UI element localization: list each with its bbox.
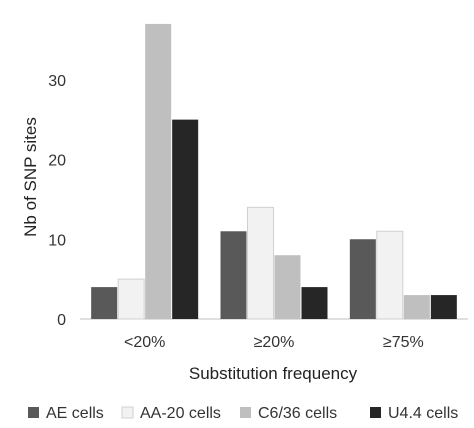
x-tick-label: ≥20% xyxy=(254,334,295,351)
y-axis: 0 10 20 30 xyxy=(48,73,66,329)
y-axis-title: Nb of SNP sites xyxy=(21,117,40,237)
y-tick-label: 0 xyxy=(57,312,66,329)
bar xyxy=(145,23,172,320)
x-axis-title: Substitution frequency xyxy=(189,364,358,383)
legend-label: U4.4 cells xyxy=(388,405,458,422)
bar xyxy=(403,295,430,319)
bar xyxy=(220,231,247,319)
bar xyxy=(430,295,457,319)
legend-label: AA-20 cells xyxy=(140,405,221,422)
legend-label: AE cells xyxy=(46,405,104,422)
bars xyxy=(91,23,457,320)
legend-swatch xyxy=(370,407,381,418)
legend-swatch xyxy=(240,407,251,418)
legend-label: C6/36 cells xyxy=(258,405,337,422)
legend-swatch xyxy=(28,407,39,418)
x-tick-label: ≥75% xyxy=(383,334,424,351)
bar xyxy=(274,255,301,319)
bar xyxy=(301,287,328,319)
y-tick-label: 20 xyxy=(48,153,66,170)
x-axis: <20% ≥20% ≥75% xyxy=(80,318,468,351)
bar xyxy=(117,278,145,320)
legend: AE cells AA-20 cells C6/36 cells U4.4 cells xyxy=(28,405,458,422)
x-tick-label: <20% xyxy=(124,334,165,351)
bar xyxy=(376,230,404,320)
legend-swatch xyxy=(121,406,134,419)
y-tick-label: 10 xyxy=(48,232,66,249)
bar xyxy=(247,206,274,320)
bar xyxy=(91,287,118,319)
bar xyxy=(172,119,199,319)
bar xyxy=(349,239,376,319)
y-tick-label: 30 xyxy=(48,73,66,90)
